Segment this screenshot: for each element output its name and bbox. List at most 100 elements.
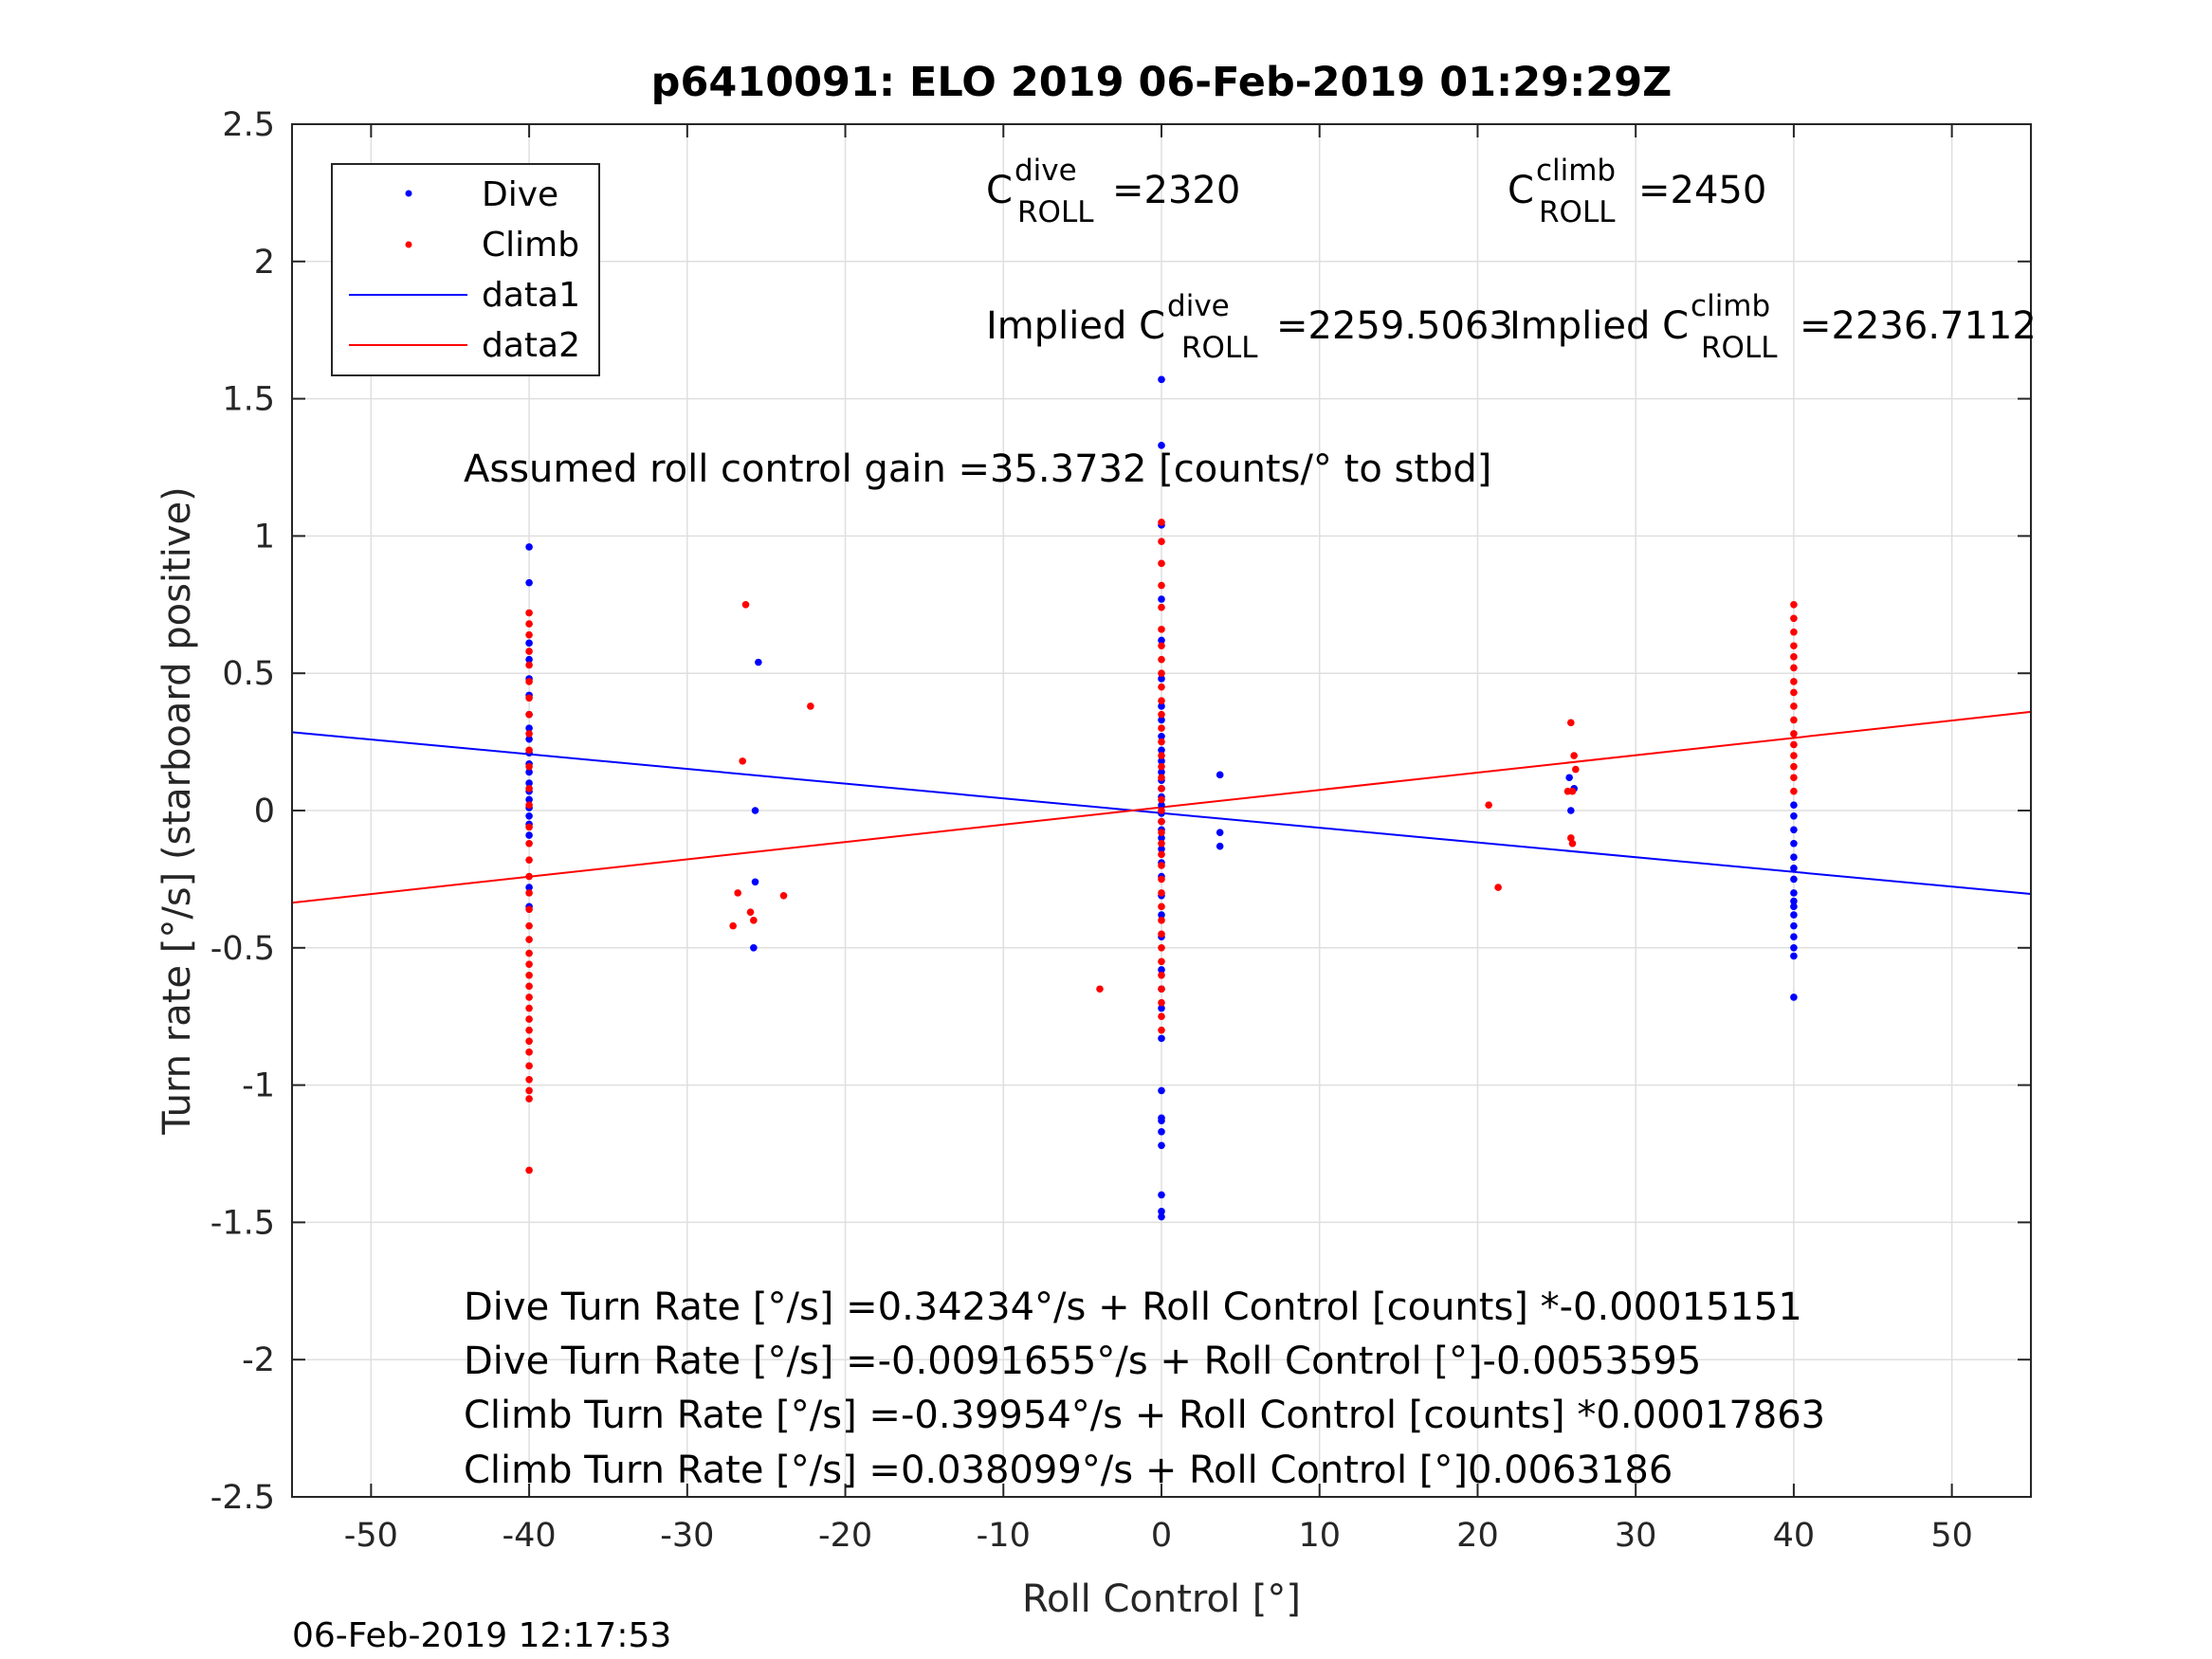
point-climb bbox=[1158, 850, 1165, 859]
c-dive-value: =2320 bbox=[1112, 169, 1240, 212]
point-dive bbox=[1216, 771, 1224, 779]
point-climb bbox=[1158, 697, 1165, 704]
point-climb bbox=[1790, 702, 1798, 710]
c-dive-sub: ROLL bbox=[1017, 195, 1094, 229]
point-climb bbox=[525, 971, 533, 979]
implied-dive-value: =2259.5063 bbox=[1276, 304, 1513, 348]
point-climb bbox=[1158, 1026, 1165, 1034]
x-tick-label: -30 bbox=[660, 1517, 714, 1555]
point-climb bbox=[1158, 817, 1165, 826]
point-climb bbox=[1494, 884, 1502, 891]
point-climb bbox=[525, 1086, 533, 1095]
point-climb bbox=[1790, 716, 1798, 724]
point-climb bbox=[1158, 669, 1165, 677]
point-climb bbox=[525, 661, 533, 669]
point-climb bbox=[1790, 762, 1798, 771]
x-axis-label: Roll Control [°] bbox=[1022, 1577, 1301, 1621]
point-climb bbox=[525, 678, 533, 685]
legend-label-climb: Climb bbox=[482, 226, 579, 264]
point-climb bbox=[525, 730, 533, 738]
point-climb bbox=[1567, 719, 1575, 727]
svg-text:Cclimb: Cclimb bbox=[1508, 154, 1616, 212]
point-climb bbox=[1158, 626, 1165, 633]
point-dive bbox=[1567, 807, 1575, 814]
point-climb bbox=[1567, 834, 1575, 842]
point-dive bbox=[1158, 1191, 1165, 1199]
point-climb bbox=[1790, 614, 1798, 623]
point-dive bbox=[1790, 921, 1798, 930]
y-tick-labels: 2.5 2 1.5 1 0.5 0 -0.5 -1 -1.5 -2 -2.5 bbox=[210, 106, 275, 1517]
point-climb bbox=[1158, 889, 1165, 897]
point-climb bbox=[525, 1015, 533, 1023]
point-climb bbox=[1790, 752, 1798, 759]
point-climb bbox=[1158, 1012, 1165, 1020]
point-dive bbox=[1158, 845, 1165, 853]
point-dive bbox=[1158, 702, 1165, 710]
point-dive bbox=[1216, 829, 1224, 836]
point-dive bbox=[1790, 952, 1798, 960]
point-dive bbox=[1158, 911, 1165, 919]
x-tick-label: -20 bbox=[818, 1517, 872, 1555]
point-dive bbox=[751, 878, 759, 886]
x-tick-label: 20 bbox=[1456, 1517, 1499, 1555]
c-climb-sup: climb bbox=[1536, 154, 1616, 188]
point-climb bbox=[525, 982, 533, 991]
point-dive bbox=[1790, 944, 1798, 952]
point-climb bbox=[1096, 985, 1104, 994]
implied-dive-sub: ROLL bbox=[1181, 331, 1258, 365]
y-tick-label: -0.5 bbox=[210, 930, 275, 968]
point-climb bbox=[1158, 957, 1165, 966]
point-dive bbox=[525, 655, 533, 664]
point-climb bbox=[1158, 930, 1165, 939]
equation-3: Climb Turn Rate [°/s] =-0.39954°/s + Rol… bbox=[464, 1394, 1825, 1437]
point-climb bbox=[1790, 664, 1798, 672]
annotation-c-dive: Cdive ROLL =2320 bbox=[986, 154, 1240, 229]
point-dive bbox=[1158, 733, 1165, 740]
point-dive bbox=[525, 768, 533, 776]
y-tick-label: -2.5 bbox=[210, 1479, 275, 1517]
legend-marker-climb bbox=[405, 241, 412, 248]
point-dive bbox=[1790, 865, 1798, 872]
point-dive bbox=[1790, 889, 1798, 897]
timestamp: 06-Feb-2019 12:17:53 bbox=[292, 1616, 671, 1655]
point-climb bbox=[1158, 738, 1165, 746]
point-climb bbox=[525, 839, 533, 848]
c-climb-base: C bbox=[1508, 169, 1534, 212]
y-axis-label: Turn rate [°/s] (starboard positive) bbox=[155, 486, 199, 1136]
point-dive bbox=[1790, 902, 1798, 911]
point-climb bbox=[1158, 944, 1165, 952]
point-dive bbox=[1216, 842, 1224, 850]
point-dive bbox=[525, 639, 533, 647]
point-climb bbox=[1485, 801, 1492, 810]
c-dive-base: C bbox=[986, 169, 1013, 212]
x-tick-labels: -50 -40 -30 -20 -10 0 10 20 30 40 50 bbox=[344, 1517, 1973, 1555]
svg-text:Implied Cclimb: Implied Cclimb bbox=[1509, 289, 1770, 348]
svg-text:Cdive: Cdive bbox=[986, 154, 1077, 212]
point-dive bbox=[1790, 853, 1798, 862]
y-tick-label: -1 bbox=[242, 1067, 275, 1105]
point-climb bbox=[1158, 998, 1165, 1007]
c-climb-value: =2450 bbox=[1638, 169, 1766, 212]
point-dive bbox=[1158, 1212, 1165, 1221]
implied-climb-sup: climb bbox=[1691, 289, 1770, 323]
point-dive bbox=[1158, 801, 1165, 810]
point-dive bbox=[1790, 811, 1798, 820]
implied-climb-prefix: Implied C bbox=[1509, 304, 1689, 348]
point-dive bbox=[525, 884, 533, 891]
point-climb bbox=[1158, 519, 1165, 526]
point-dive bbox=[1158, 1004, 1165, 1012]
point-climb bbox=[750, 917, 758, 924]
point-climb bbox=[1790, 730, 1798, 738]
point-dive bbox=[1158, 757, 1165, 765]
point-climb bbox=[1158, 985, 1165, 994]
point-climb bbox=[525, 762, 533, 771]
point-climb bbox=[525, 905, 533, 914]
point-climb bbox=[525, 609, 533, 617]
point-climb bbox=[1158, 902, 1165, 911]
point-climb bbox=[1158, 839, 1165, 848]
point-climb bbox=[1790, 787, 1798, 795]
chart-title: p6410091: ELO 2019 06-Feb-2019 01:29:29Z bbox=[651, 59, 1673, 106]
point-climb bbox=[1790, 628, 1798, 636]
point-dive bbox=[1158, 1086, 1165, 1095]
point-climb bbox=[807, 702, 814, 710]
